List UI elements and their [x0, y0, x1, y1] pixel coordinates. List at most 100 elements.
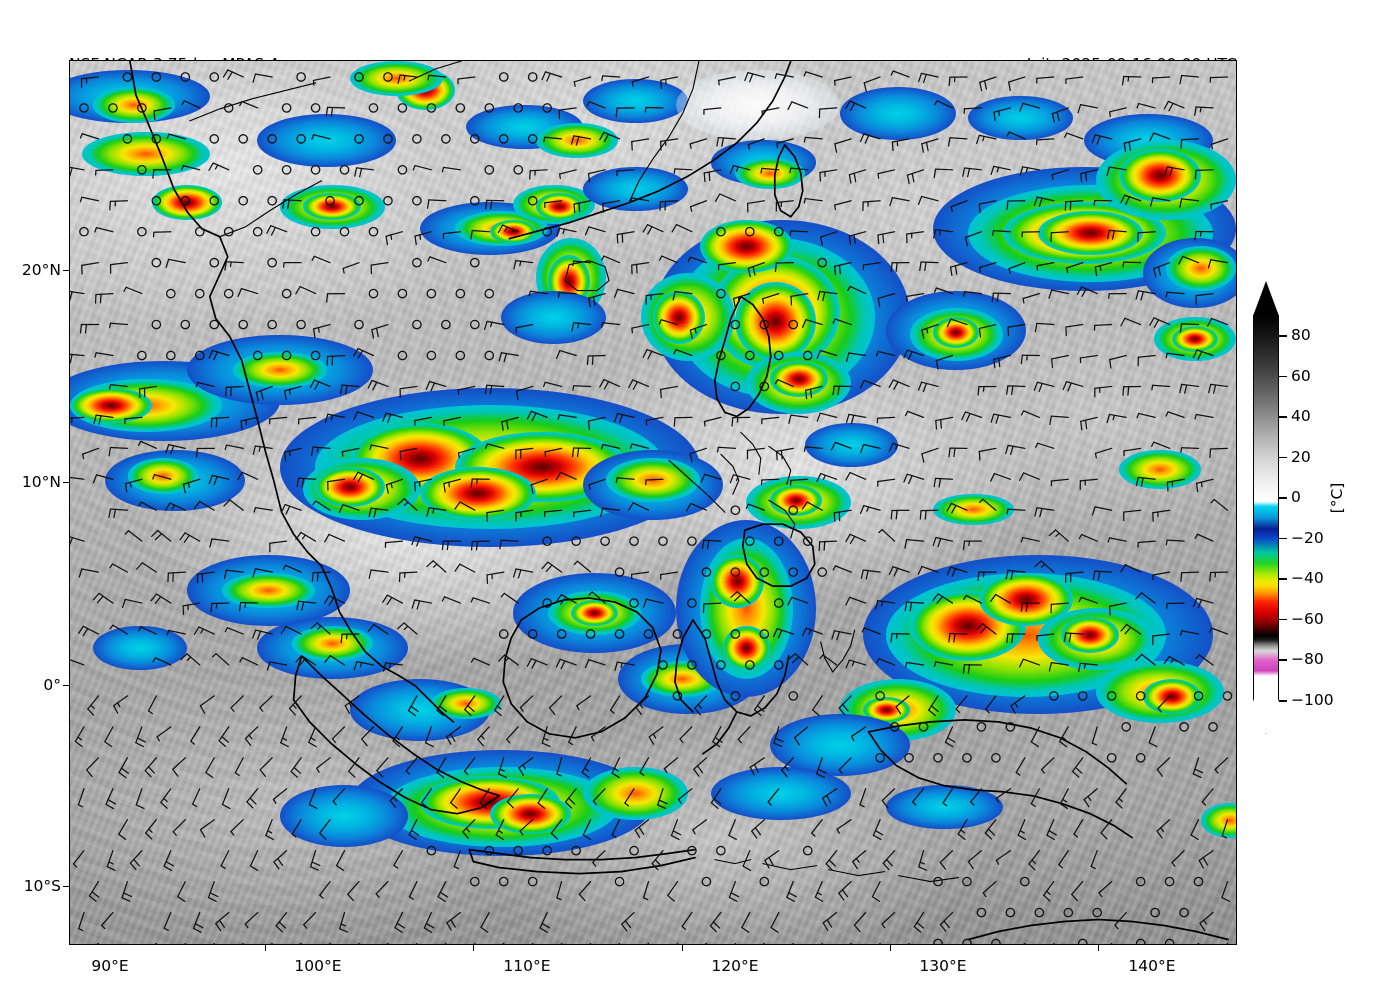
wind-barb-shaft — [703, 602, 722, 605]
calm-wind-circle — [701, 629, 712, 639]
wind-barb-shaft — [168, 629, 186, 635]
wind-barb-shaft — [761, 167, 780, 171]
wind-barb-full-feather — [709, 925, 718, 933]
wind-barb-half-feather — [803, 197, 806, 204]
wind-barb-full-feather — [1076, 286, 1083, 295]
wind-barb-shaft — [184, 942, 186, 944]
wind-barb-shaft — [820, 472, 838, 480]
wind-barb-full-feather — [1207, 317, 1213, 327]
calm-wind-circle — [252, 164, 263, 175]
wind-barb-shaft — [312, 446, 331, 449]
wind-barb-full-feather — [1135, 653, 1143, 662]
wind-barb-full-feather — [1049, 415, 1052, 426]
wind-barb-full-feather — [984, 832, 993, 840]
wind-barb-half-feather — [310, 737, 316, 741]
wind-barb-half-feather — [904, 410, 909, 417]
wind-barb-shaft — [1036, 381, 1055, 388]
wind-barb-shaft — [86, 757, 100, 771]
wind-barb-full-feather — [497, 224, 504, 234]
wind-barb-half-feather — [419, 234, 422, 240]
wind-barb-full-feather — [845, 413, 850, 424]
wind-barb-full-feather — [584, 226, 590, 236]
wind-barb-shaft — [544, 200, 563, 204]
wind-barb-half-feather — [601, 75, 604, 81]
wind-barb-full-feather — [1019, 102, 1024, 112]
wind-barb-shaft — [1109, 107, 1127, 113]
wind-barb-full-feather — [852, 860, 859, 870]
wind-barb-full-feather — [925, 141, 929, 152]
wind-barb-half-feather — [476, 478, 478, 485]
wind-barb-shaft — [632, 502, 650, 511]
wind-barb-half-feather — [441, 596, 446, 602]
wind-barb-full-feather — [882, 862, 890, 871]
calm-wind-circle — [238, 319, 249, 330]
wind-barb-full-feather — [1010, 705, 1016, 714]
wind-barb-full-feather — [441, 540, 444, 551]
wind-barb-shaft — [1108, 537, 1127, 542]
wind-barb-shaft — [98, 592, 114, 604]
wind-barb-shaft — [457, 76, 476, 80]
wind-barb-shaft — [357, 942, 360, 944]
wind-barb-full-feather — [751, 830, 758, 839]
wind-barb-full-feather — [774, 262, 777, 273]
wind-barb-shaft — [87, 695, 100, 710]
wind-barb-full-feather — [164, 502, 171, 511]
wind-barb-full-feather — [859, 133, 865, 143]
wind-barb-full-feather — [1046, 834, 1055, 841]
wind-barb-shaft — [1221, 880, 1229, 899]
wind-barb-shaft — [154, 657, 172, 666]
wind-barb-shaft — [394, 911, 404, 929]
wind-barb-shaft — [1022, 102, 1040, 109]
wind-barb-full-feather — [877, 297, 881, 308]
wind-barb-full-feather — [588, 297, 591, 308]
wind-barb-full-feather — [728, 896, 738, 902]
calm-wind-circle — [744, 226, 755, 237]
xtick-label-1: 100°E — [294, 957, 342, 975]
calm-wind-circle — [527, 876, 538, 887]
wind-barb-half-feather — [673, 168, 676, 174]
wind-barb-shaft — [1072, 757, 1084, 773]
calm-wind-circle — [672, 691, 683, 701]
wind-barb-full-feather — [611, 772, 620, 779]
wind-barb-full-feather — [154, 596, 162, 604]
wind-barb-shaft — [891, 196, 910, 202]
calm-wind-circle — [267, 319, 277, 330]
wind-barb-half-feather — [1078, 533, 1083, 540]
wind-barb-shaft — [602, 322, 621, 326]
wind-barb-full-feather — [252, 73, 257, 83]
wind-barb-shaft — [327, 413, 346, 419]
calm-wind-circle — [527, 72, 538, 82]
wind-barb-full-feather — [706, 539, 710, 550]
wind-barb-shaft — [280, 726, 288, 744]
wind-barb-shaft — [244, 726, 259, 740]
wind-barb-shaft — [254, 506, 273, 511]
wind-barb-full-feather — [1051, 113, 1055, 123]
wind-barb-shaft — [393, 850, 404, 866]
calm-wind-circle — [773, 660, 784, 670]
calm-wind-circle — [223, 288, 234, 299]
wind-barb-full-feather — [818, 541, 821, 551]
wind-barb-full-feather — [654, 859, 662, 867]
calm-wind-circle — [773, 598, 784, 608]
wind-barb-shaft — [804, 446, 823, 449]
wind-barb-shaft — [241, 657, 259, 666]
wind-barb-full-feather — [490, 199, 493, 210]
calm-wind-circle — [1135, 938, 1146, 944]
wind-barb-shaft — [357, 471, 375, 480]
wind-barb-shaft — [939, 911, 954, 926]
wind-barb-full-feather — [1209, 448, 1212, 459]
wind-barb-shaft — [408, 819, 418, 836]
calm-wind-circle — [455, 350, 466, 361]
wind-barb-full-feather — [935, 360, 939, 370]
wind-barb-full-feather — [1192, 349, 1198, 359]
wind-barb-half-feather — [432, 563, 438, 568]
wind-barb-shaft — [197, 381, 215, 388]
wind-barb-full-feather — [426, 199, 430, 209]
wind-barb-shaft — [679, 726, 693, 740]
calm-wind-circle — [180, 195, 191, 206]
wind-barb-full-feather — [541, 71, 547, 81]
wind-barb-full-feather — [635, 706, 642, 715]
wind-barb-shaft — [660, 138, 679, 143]
wind-barb-shaft — [568, 726, 577, 743]
wind-barb-full-feather — [893, 567, 899, 577]
